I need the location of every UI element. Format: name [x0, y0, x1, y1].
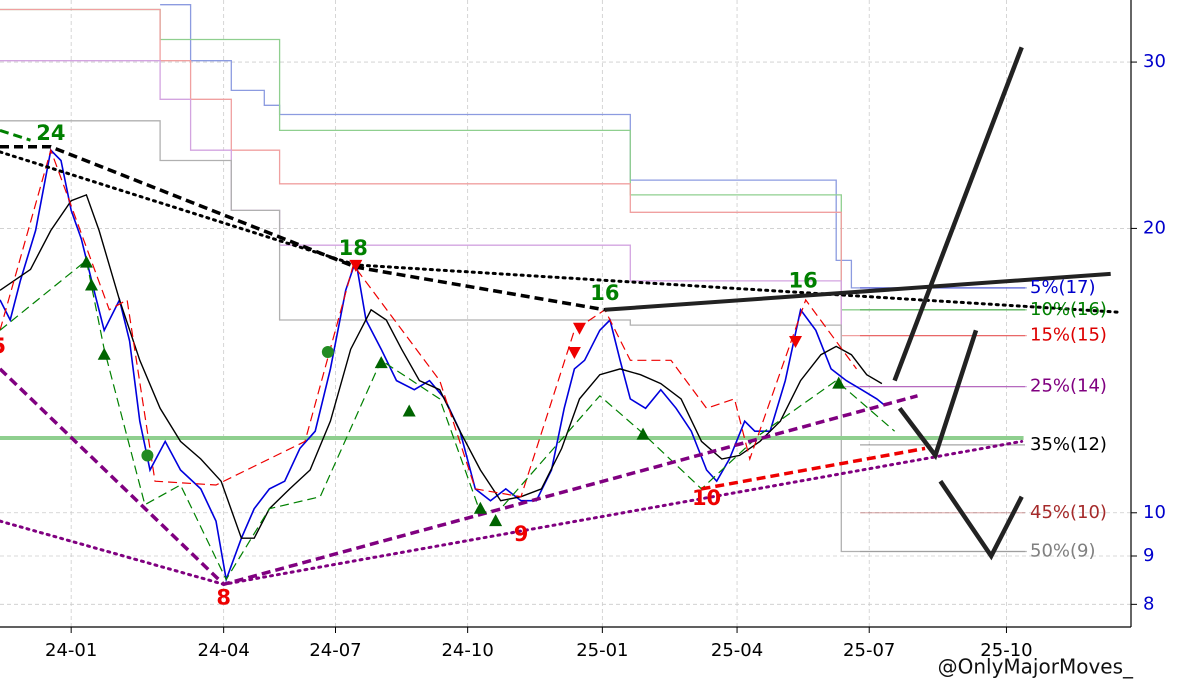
- level-label: 35%(12): [1030, 434, 1107, 455]
- series-line: [0, 148, 857, 498]
- marker: [789, 336, 803, 349]
- series-line: [0, 148, 886, 583]
- trend-line: [897, 329, 979, 461]
- plot-area: [0, 4, 1123, 587]
- level-label: 50%(9): [1030, 540, 1096, 561]
- marker: [832, 376, 846, 389]
- marker: [572, 322, 586, 335]
- trend-line: [701, 446, 926, 491]
- trend-line: [604, 271, 1111, 312]
- y-tick-label: 20: [1143, 217, 1166, 238]
- annotation: 10: [692, 486, 721, 510]
- annotation: 16: [590, 281, 619, 305]
- trend-line: [892, 46, 1024, 382]
- x-tick-label: 24-07: [309, 640, 361, 661]
- marker: [473, 501, 487, 514]
- marker: [402, 404, 416, 417]
- y-tick-label: 30: [1143, 51, 1166, 72]
- x-tick-label: 25-07: [843, 640, 895, 661]
- x-tick-label: 24-01: [45, 640, 97, 661]
- annotation: 24: [36, 121, 65, 145]
- marker: [97, 347, 111, 360]
- trend-line: [0, 145, 606, 312]
- marker: [321, 345, 334, 358]
- level-label: 45%(10): [1030, 502, 1107, 523]
- x-tick-label: 25-04: [711, 640, 763, 661]
- x-tick-label: 24-04: [198, 640, 250, 661]
- annotation: 8: [216, 585, 231, 609]
- marker: [79, 255, 93, 268]
- x-tick-label: 25-01: [576, 640, 628, 661]
- step-line: [0, 8, 1027, 337]
- step-line: [0, 120, 1027, 553]
- annotation: 18: [339, 236, 368, 260]
- trend-line: [0, 439, 1024, 586]
- marker: [374, 356, 388, 369]
- level-label: 5%(17): [1030, 277, 1096, 298]
- marker: [567, 346, 581, 359]
- annotation: 9: [514, 522, 529, 546]
- annotation: 16: [789, 269, 818, 293]
- y-tick-label: 9: [1143, 545, 1154, 566]
- marker: [349, 259, 363, 272]
- watermark: @OnlyMajorMoves_: [938, 655, 1134, 679]
- level-label: 15%(15): [1030, 325, 1107, 346]
- level-label: 25%(14): [1030, 376, 1107, 397]
- y-tick-label: 10: [1143, 502, 1166, 523]
- series-line: [0, 193, 883, 539]
- marker: [636, 427, 650, 440]
- annotation: 5: [0, 334, 6, 358]
- x-tick-label: 24-10: [441, 640, 493, 661]
- trend-line: [0, 128, 31, 142]
- level-label: 10%(16): [1030, 299, 1107, 320]
- trend-line: [938, 479, 1024, 561]
- x-tick-label: 25-10: [980, 640, 1032, 661]
- marker: [84, 278, 98, 291]
- series-line: [0, 259, 895, 581]
- y-tick-label: 8: [1143, 593, 1154, 614]
- marker: [141, 449, 154, 462]
- marker: [489, 514, 503, 527]
